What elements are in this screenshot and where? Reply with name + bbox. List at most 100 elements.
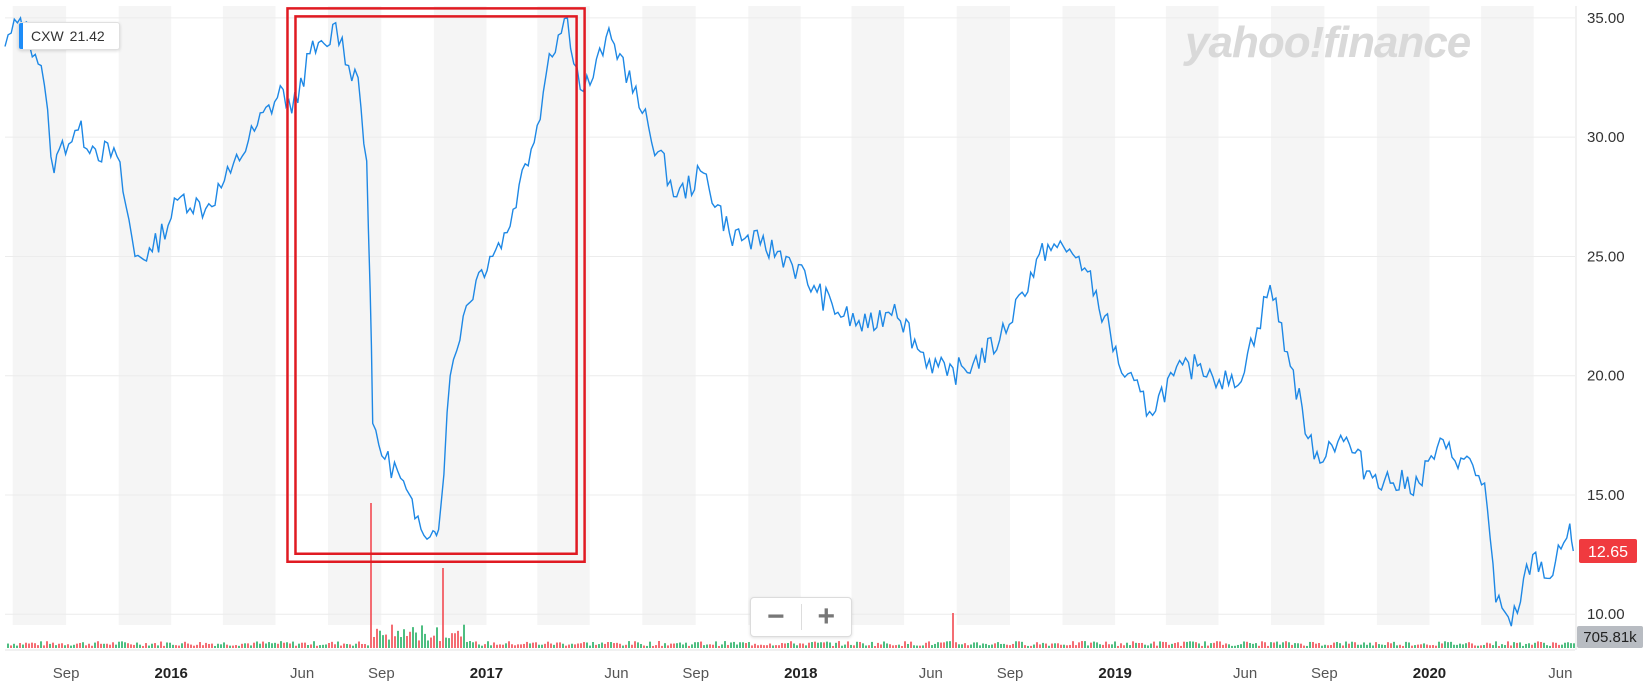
volume-bar bbox=[226, 644, 228, 648]
volume-bar bbox=[1357, 644, 1359, 648]
volume-bar bbox=[274, 642, 276, 648]
volume-bar bbox=[679, 642, 681, 648]
volume-bar bbox=[613, 643, 615, 648]
volume-bar bbox=[1489, 643, 1491, 648]
zoom-out-button[interactable]: − bbox=[766, 600, 785, 633]
volume-bar bbox=[325, 644, 327, 648]
volume-bar bbox=[913, 645, 915, 648]
volume-bar bbox=[391, 624, 393, 648]
volume-bar bbox=[100, 643, 102, 648]
volume-bar bbox=[889, 644, 891, 648]
x-tick-label: Sep bbox=[368, 665, 395, 682]
volume-bar bbox=[328, 643, 330, 648]
volume-bar bbox=[952, 613, 954, 648]
volume-bar bbox=[802, 643, 804, 648]
volume-bar bbox=[409, 631, 411, 648]
volume-bar bbox=[259, 643, 261, 648]
volume-bar bbox=[562, 643, 564, 648]
volume-bar bbox=[508, 641, 510, 648]
volume-bar bbox=[592, 642, 594, 648]
volume-bar bbox=[385, 634, 387, 648]
zoom-in-button[interactable]: + bbox=[817, 600, 836, 633]
volume-bar bbox=[16, 645, 18, 648]
volume-bar bbox=[1054, 643, 1056, 648]
volume-badge: 705.81k bbox=[1577, 626, 1643, 648]
month-band bbox=[1165, 6, 1219, 625]
volume-bar bbox=[283, 642, 285, 648]
volume-bar bbox=[856, 641, 858, 648]
volume-bar bbox=[736, 644, 738, 648]
volume-bar bbox=[43, 645, 45, 648]
volume-bars bbox=[7, 503, 1575, 648]
volume-bar bbox=[1108, 644, 1110, 648]
volume-bar bbox=[382, 635, 384, 648]
volume-bar bbox=[601, 642, 603, 648]
ticker-label[interactable]: CXW 21.42 bbox=[18, 22, 120, 50]
volume-bar bbox=[700, 641, 702, 648]
volume-bar bbox=[808, 642, 810, 648]
volume-bar bbox=[1246, 641, 1248, 648]
volume-bar bbox=[1081, 641, 1083, 648]
x-tick-label: Jun bbox=[1548, 665, 1572, 682]
volume-bar bbox=[1264, 642, 1266, 648]
volume-bar bbox=[970, 644, 972, 648]
volume-bar bbox=[412, 627, 414, 648]
volume-bar bbox=[1102, 644, 1104, 648]
volume-bar bbox=[1066, 645, 1068, 648]
volume-bar bbox=[1528, 643, 1530, 648]
volume-bar bbox=[517, 644, 519, 648]
volume-bar bbox=[1114, 641, 1116, 648]
volume-bar bbox=[1468, 642, 1470, 648]
volume-bar bbox=[481, 645, 483, 648]
volume-bar bbox=[1162, 641, 1164, 648]
volume-bar bbox=[1132, 641, 1134, 648]
volume-bar bbox=[1321, 645, 1323, 648]
volume-bar bbox=[1279, 644, 1281, 648]
volume-bar bbox=[175, 645, 177, 648]
volume-bar bbox=[1024, 645, 1026, 648]
volume-bar bbox=[376, 628, 378, 648]
volume-bar bbox=[706, 644, 708, 648]
volume-bar bbox=[448, 638, 450, 648]
volume-bar bbox=[1546, 645, 1548, 648]
volume-bar bbox=[1063, 644, 1065, 648]
volume-bar bbox=[124, 642, 126, 648]
volume-bar bbox=[1018, 641, 1020, 648]
volume-bar bbox=[340, 645, 342, 648]
volume-bar bbox=[1531, 644, 1533, 648]
month-band bbox=[1270, 6, 1325, 625]
volume-bar bbox=[1483, 644, 1485, 648]
volume-bar bbox=[1351, 641, 1353, 648]
volume-bar bbox=[883, 641, 885, 648]
volume-bar bbox=[28, 643, 30, 648]
volume-bar bbox=[583, 642, 585, 648]
volume-bar bbox=[199, 642, 201, 648]
volume-bar bbox=[1156, 645, 1158, 648]
volume-bar bbox=[1153, 641, 1155, 648]
volume-bar bbox=[526, 641, 528, 648]
volume-bar bbox=[1093, 641, 1095, 648]
volume-bar bbox=[493, 642, 495, 648]
volume-bar bbox=[109, 644, 111, 648]
volume-bar bbox=[724, 641, 726, 648]
volume-bar bbox=[166, 642, 168, 648]
volume-bar bbox=[1195, 642, 1197, 648]
volume-bar bbox=[661, 645, 663, 648]
volume-bar bbox=[790, 641, 792, 648]
volume-bar bbox=[682, 644, 684, 648]
volume-bar bbox=[337, 641, 339, 648]
volume-bar bbox=[67, 644, 69, 648]
volume-bar bbox=[460, 636, 462, 648]
volume-bar bbox=[703, 645, 705, 648]
volume-bar bbox=[1243, 641, 1245, 648]
y-tick-label: 25.00 bbox=[1587, 248, 1625, 265]
volume-bar bbox=[1255, 643, 1257, 648]
volume-bar bbox=[1324, 644, 1326, 648]
volume-bar bbox=[322, 644, 324, 648]
volume-bar bbox=[73, 644, 75, 648]
x-tick-label: 2018 bbox=[784, 665, 817, 682]
volume-bar bbox=[817, 642, 819, 648]
volume-bar bbox=[862, 643, 864, 648]
